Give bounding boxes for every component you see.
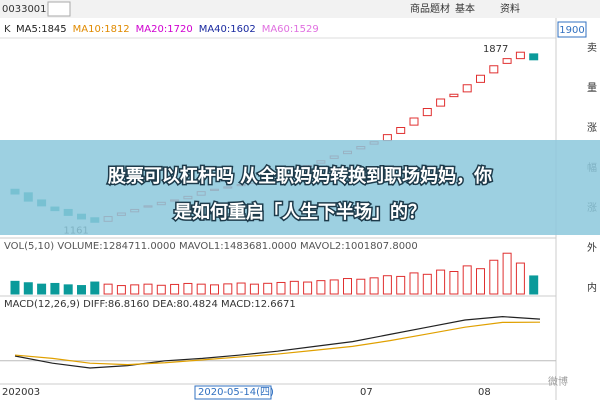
- date-label: 202003: [2, 387, 40, 398]
- volume-bar: [422, 273, 432, 295]
- ma-legend: MA5:1845: [16, 24, 67, 35]
- volume-bar: [476, 268, 485, 295]
- volume-bar: [249, 283, 259, 295]
- side-label: 涨: [587, 122, 597, 134]
- volume-bar: [529, 275, 539, 295]
- banner-text: 股票可以杠杆吗 从全职妈妈转换到职场妈妈，你: [107, 165, 492, 187]
- volume-bar: [143, 283, 153, 295]
- volume-bar: [515, 262, 525, 295]
- volume-bar: [502, 252, 512, 295]
- volume-title: VOL(5,10) VOLUME:1284711.0000 MAVOL1:148…: [4, 241, 418, 252]
- volume-bar: [236, 282, 246, 295]
- candle: [515, 51, 525, 60]
- volume-bar: [116, 285, 126, 295]
- candle: [489, 65, 499, 74]
- banner-text: 是如何重启「人生下半场」的？: [173, 201, 426, 223]
- price-box-text: 1900: [559, 25, 584, 36]
- candle: [396, 127, 406, 134]
- price-box: [557, 21, 587, 38]
- candle: [476, 74, 485, 83]
- volume-bar: [276, 281, 286, 295]
- header-link[interactable]: 资料: [500, 2, 520, 15]
- banner: [0, 140, 600, 235]
- volume-bar: [77, 285, 86, 295]
- volume-bar: [210, 284, 219, 295]
- volume-bar: [23, 282, 33, 295]
- candle: [436, 98, 446, 107]
- volume-bar: [196, 283, 206, 295]
- volume-bar: [263, 282, 273, 295]
- high-label: 1877: [483, 44, 508, 55]
- top-bar: [0, 0, 600, 18]
- volume-bar: [50, 282, 60, 295]
- side-label: 卖: [587, 42, 597, 54]
- ma-legend: MA40:1602: [199, 24, 256, 35]
- volume-bar: [10, 280, 20, 295]
- date-label: 2020-05-14(四): [198, 387, 274, 398]
- volume-bar: [316, 280, 326, 295]
- date-box: [194, 385, 272, 400]
- candle: [409, 117, 419, 126]
- volume-bar: [462, 265, 472, 295]
- candle: [449, 93, 459, 98]
- ma-legend: MA60:1529: [262, 24, 319, 35]
- side-label: 外: [587, 242, 597, 254]
- volume-bar: [382, 275, 392, 295]
- volume-bar: [63, 284, 73, 295]
- legend-prefix: K: [4, 24, 11, 35]
- volume-bar: [156, 284, 166, 295]
- volume-bar: [170, 283, 180, 295]
- volume-bar: [329, 279, 339, 295]
- candle: [422, 108, 432, 117]
- volume-bar: [449, 271, 459, 295]
- macd-title: MACD(12,26,9) DIFF:86.8160 DEA:80.4824 M…: [4, 299, 296, 310]
- volume-bar: [37, 283, 47, 295]
- volume-bar: [356, 278, 366, 295]
- ma-legend: MA10:1812: [73, 24, 130, 35]
- volume-bar: [103, 283, 113, 295]
- volume-bar: [223, 283, 233, 295]
- volume-bar: [396, 275, 406, 295]
- volume-bar: [489, 259, 499, 295]
- date-label: 08: [478, 387, 491, 398]
- volume-bar: [369, 277, 379, 295]
- macd-line: [14, 316, 541, 369]
- side-label: 内: [587, 281, 597, 294]
- candle: [502, 58, 512, 64]
- candle: [382, 134, 392, 142]
- volume-bar: [303, 281, 313, 295]
- candle: [462, 84, 472, 93]
- volume-bar: [409, 272, 419, 295]
- volume-bar: [90, 281, 100, 295]
- header-link[interactable]: 商品题材: [410, 2, 450, 15]
- macd-line: [14, 321, 541, 366]
- stock-code: 0033001): [2, 4, 51, 15]
- side-label: 量: [587, 82, 597, 94]
- volume-bar: [343, 278, 352, 295]
- header-link[interactable]: 基本: [455, 2, 475, 15]
- ma-legend: MA20:1720: [136, 24, 193, 35]
- candle: [529, 53, 539, 61]
- volume-bar: [130, 284, 140, 295]
- volume-bar: [289, 280, 299, 295]
- volume-bar: [183, 282, 193, 295]
- watermark: 微博: [548, 375, 568, 388]
- search-box[interactable]: [47, 1, 71, 17]
- volume-bar: [436, 269, 446, 295]
- date-label: 07: [360, 387, 373, 398]
